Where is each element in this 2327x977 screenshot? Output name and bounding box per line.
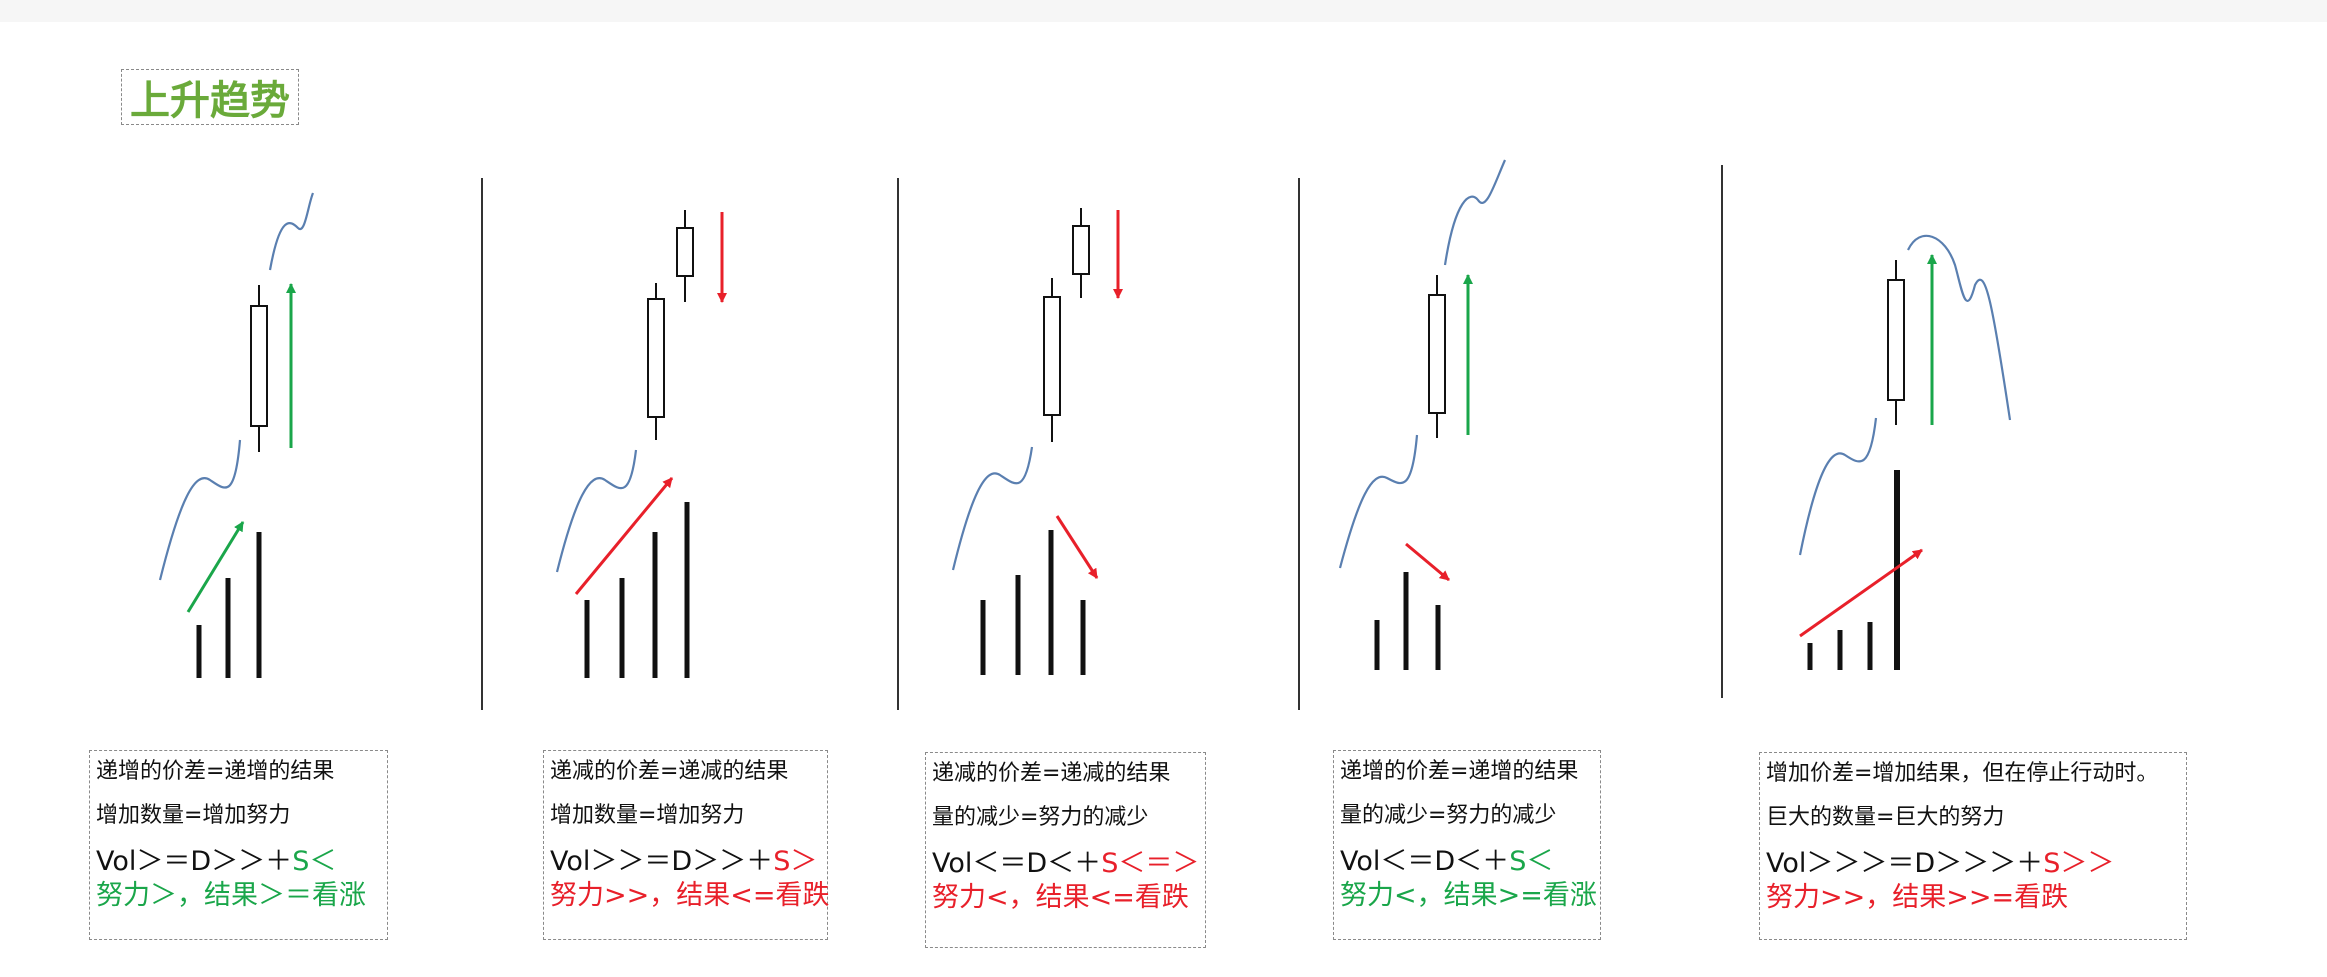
- candle-body: [1887, 279, 1905, 401]
- panel-1-chart: [158, 192, 315, 678]
- formula: Vol＜＝D＜＋S＜＝＞: [932, 847, 1199, 881]
- note-line-2: 增加数量=增加努力: [550, 803, 745, 828]
- note-box-4: 递增的价差=递增的结果 量的减少=努力的减少 Vol＜＝D＜＋S＜ 努力<，结果…: [1333, 750, 1601, 940]
- candle-body: [1043, 296, 1061, 416]
- price-curve: [951, 446, 1034, 571]
- panel-3-chart: [951, 208, 1123, 675]
- note-line-2: 量的减少=努力的减少: [932, 805, 1149, 830]
- formula-main: Vol＞＞＝D＞＞＋: [550, 846, 774, 877]
- panel-2-chart: [555, 210, 727, 678]
- page-title: 上升趋势: [121, 69, 299, 125]
- note-line-1: 增加价差=增加结果，但在停止行动时。: [1766, 761, 2159, 786]
- note-line-1: 递增的价差=递增的结果: [1340, 759, 1579, 784]
- result: 努力>>，结果<=看跌: [550, 880, 830, 911]
- note-box-5: 增加价差=增加结果，但在停止行动时。 巨大的数量=巨大的努力 Vol＞＞＞＝D＞…: [1759, 752, 2187, 940]
- note-line-1: 递减的价差=递减的结果: [550, 759, 789, 784]
- volume-arrow-red: [1799, 548, 1923, 638]
- candle-body: [1428, 294, 1446, 414]
- panel-4-chart: [1338, 159, 1507, 670]
- formula-s: S＜＝＞: [1101, 848, 1200, 879]
- formula-s: S＞: [773, 846, 818, 877]
- price-curve: [1338, 434, 1419, 569]
- note-box-1: 递增的价差=递增的结果 增加数量=增加努力 Vol＞＝D＞＞＋S＜ 努力＞，结果…: [89, 750, 388, 940]
- note-line-2: 增加数量=增加努力: [96, 803, 291, 828]
- volume-arrow-green: [186, 521, 245, 613]
- volume-arrow-red: [1055, 515, 1099, 579]
- note-line-2: 量的减少=努力的减少: [1340, 803, 1557, 828]
- price-curve-upper: [268, 192, 315, 271]
- formula-main: Vol＜＝D＜＋: [932, 848, 1102, 879]
- result: 努力＞，结果＞＝看涨: [96, 880, 366, 911]
- price-curve-upper: [1443, 159, 1507, 266]
- candle-body-small: [676, 227, 694, 277]
- formula-s: S＜: [292, 846, 337, 877]
- price-curve: [158, 439, 242, 581]
- top-bar: [0, 0, 2327, 22]
- formula-s: S＜: [1509, 846, 1554, 877]
- price-curve-upper: [1907, 234, 2012, 421]
- formula: Vol＜＝D＜＋S＜: [1340, 845, 1594, 879]
- formula: Vol＞＞＝D＞＞＋S＞: [550, 845, 821, 879]
- formula-s: S＞＞: [2043, 848, 2115, 879]
- volume-arrow-red: [1405, 542, 1450, 582]
- formula: Vol＞＞＞＝D＞＞＞＋S＞＞: [1766, 847, 2180, 881]
- note-line-1: 递增的价差=递增的结果: [96, 759, 335, 784]
- note-box-3: 递减的价差=递减的结果 量的减少=努力的减少 Vol＜＝D＜＋S＜＝＞ 努力<，…: [925, 752, 1206, 948]
- volume-arrow-red: [574, 477, 674, 595]
- note-line-1: 递减的价差=递减的结果: [932, 761, 1171, 786]
- formula: Vol＞＝D＞＞＋S＜: [96, 845, 381, 879]
- price-curve: [1798, 417, 1878, 556]
- note-line-2: 巨大的数量=巨大的努力: [1766, 805, 2005, 830]
- result: 努力<，结果<=看跌: [932, 882, 1189, 913]
- candle-body-small: [1072, 225, 1090, 275]
- formula-main: Vol＜＝D＜＋: [1340, 846, 1510, 877]
- price-curve: [555, 449, 638, 573]
- result: 努力<，结果>=看涨: [1340, 880, 1597, 911]
- panel-5-chart: [1798, 234, 2012, 670]
- formula-main: Vol＞＝D＞＞＋: [96, 846, 293, 877]
- formula-main: Vol＞＞＞＝D＞＞＞＋: [1766, 848, 2044, 879]
- result: 努力>>，结果>>=看跌: [1766, 882, 2069, 913]
- note-box-2: 递减的价差=递减的结果 增加数量=增加努力 Vol＞＞＝D＞＞＋S＞ 努力>>，…: [543, 750, 830, 940]
- candle-body: [647, 298, 665, 418]
- candle-body: [250, 305, 268, 427]
